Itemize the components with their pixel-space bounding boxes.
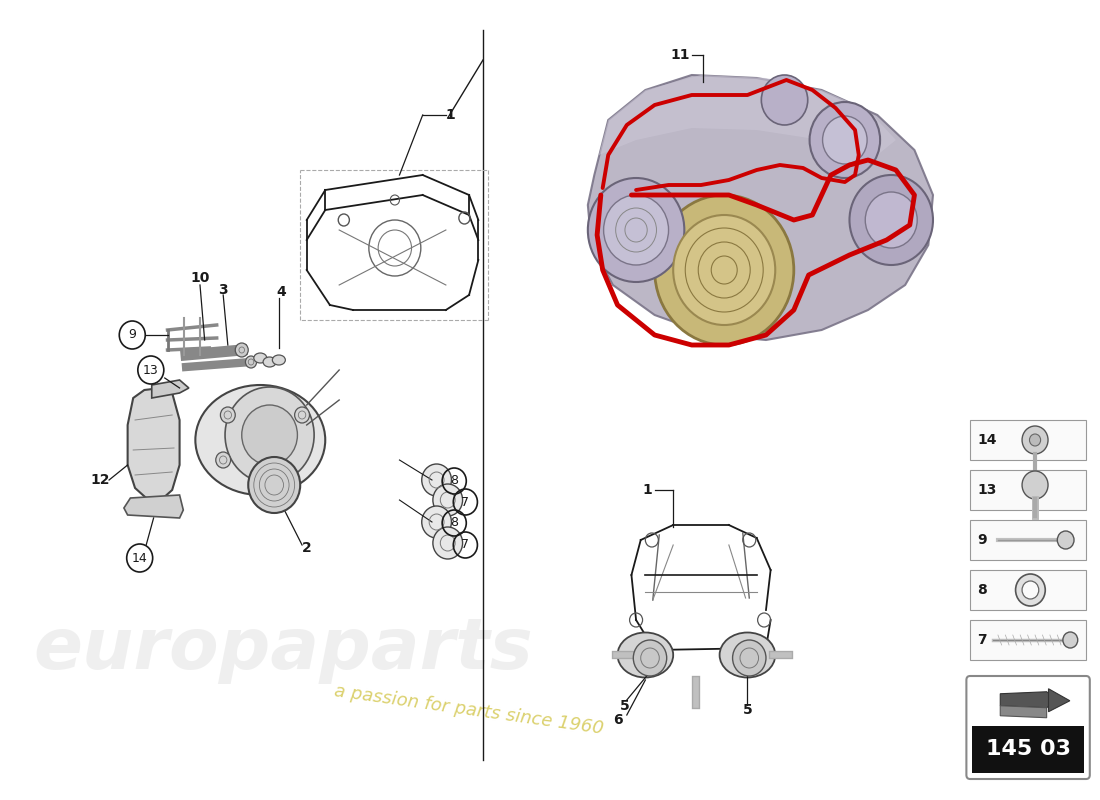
Circle shape bbox=[810, 102, 880, 178]
Polygon shape bbox=[587, 75, 933, 340]
Text: 13: 13 bbox=[143, 363, 158, 377]
Polygon shape bbox=[1048, 689, 1070, 712]
Text: europaparts: europaparts bbox=[34, 615, 534, 685]
FancyBboxPatch shape bbox=[970, 520, 1086, 560]
Circle shape bbox=[216, 452, 231, 468]
Ellipse shape bbox=[254, 353, 267, 363]
Polygon shape bbox=[124, 495, 184, 518]
Circle shape bbox=[235, 343, 249, 357]
FancyBboxPatch shape bbox=[970, 570, 1086, 610]
Circle shape bbox=[849, 175, 933, 265]
Ellipse shape bbox=[263, 357, 276, 367]
Text: 10: 10 bbox=[190, 271, 210, 285]
FancyBboxPatch shape bbox=[970, 620, 1086, 660]
Circle shape bbox=[245, 356, 256, 368]
Text: 5: 5 bbox=[620, 699, 630, 713]
Text: 7: 7 bbox=[461, 495, 470, 509]
Text: 8: 8 bbox=[450, 517, 459, 530]
Circle shape bbox=[220, 407, 235, 423]
Circle shape bbox=[604, 195, 669, 265]
Text: 14: 14 bbox=[132, 551, 147, 565]
FancyBboxPatch shape bbox=[970, 470, 1086, 510]
Text: 2: 2 bbox=[301, 541, 311, 555]
Circle shape bbox=[421, 464, 451, 496]
Polygon shape bbox=[1000, 706, 1046, 718]
Text: 8: 8 bbox=[450, 474, 459, 487]
Circle shape bbox=[866, 192, 917, 248]
Bar bbox=[972, 726, 1085, 773]
Text: 145 03: 145 03 bbox=[986, 739, 1070, 759]
Polygon shape bbox=[1000, 692, 1058, 708]
Circle shape bbox=[1015, 574, 1045, 606]
Text: 7: 7 bbox=[978, 633, 987, 647]
Circle shape bbox=[249, 457, 300, 513]
Ellipse shape bbox=[273, 355, 285, 365]
Ellipse shape bbox=[617, 633, 673, 678]
Circle shape bbox=[1063, 632, 1078, 648]
Circle shape bbox=[823, 116, 867, 164]
Text: 1: 1 bbox=[446, 108, 455, 122]
Polygon shape bbox=[152, 380, 189, 398]
Circle shape bbox=[1022, 426, 1048, 454]
Circle shape bbox=[634, 640, 667, 676]
Text: 5: 5 bbox=[742, 703, 752, 717]
Circle shape bbox=[421, 506, 451, 538]
Text: 9: 9 bbox=[978, 533, 987, 547]
Text: 6: 6 bbox=[613, 713, 623, 727]
Polygon shape bbox=[128, 388, 179, 500]
Text: 1: 1 bbox=[642, 483, 652, 497]
Circle shape bbox=[242, 405, 297, 465]
Text: a passion for parts since 1960: a passion for parts since 1960 bbox=[333, 682, 605, 738]
Circle shape bbox=[587, 178, 684, 282]
Text: 12: 12 bbox=[90, 473, 110, 487]
Text: 8: 8 bbox=[978, 583, 988, 597]
Circle shape bbox=[433, 484, 463, 516]
Text: 9: 9 bbox=[129, 329, 136, 342]
Polygon shape bbox=[600, 75, 895, 155]
Circle shape bbox=[295, 407, 309, 423]
Ellipse shape bbox=[196, 385, 326, 495]
Circle shape bbox=[433, 527, 463, 559]
Circle shape bbox=[1030, 434, 1041, 446]
Circle shape bbox=[226, 387, 315, 483]
Circle shape bbox=[1022, 471, 1048, 499]
Text: 14: 14 bbox=[978, 433, 997, 447]
Text: 11: 11 bbox=[671, 48, 691, 62]
Text: 4: 4 bbox=[277, 285, 286, 299]
Circle shape bbox=[761, 75, 807, 125]
Circle shape bbox=[654, 195, 794, 345]
Ellipse shape bbox=[719, 633, 775, 678]
Circle shape bbox=[1057, 531, 1074, 549]
Text: 7: 7 bbox=[461, 538, 470, 551]
FancyBboxPatch shape bbox=[970, 420, 1086, 460]
FancyBboxPatch shape bbox=[967, 676, 1090, 779]
Text: 3: 3 bbox=[219, 283, 228, 297]
Circle shape bbox=[673, 215, 775, 325]
Circle shape bbox=[733, 640, 766, 676]
Circle shape bbox=[1022, 581, 1038, 599]
Text: 13: 13 bbox=[978, 483, 997, 497]
